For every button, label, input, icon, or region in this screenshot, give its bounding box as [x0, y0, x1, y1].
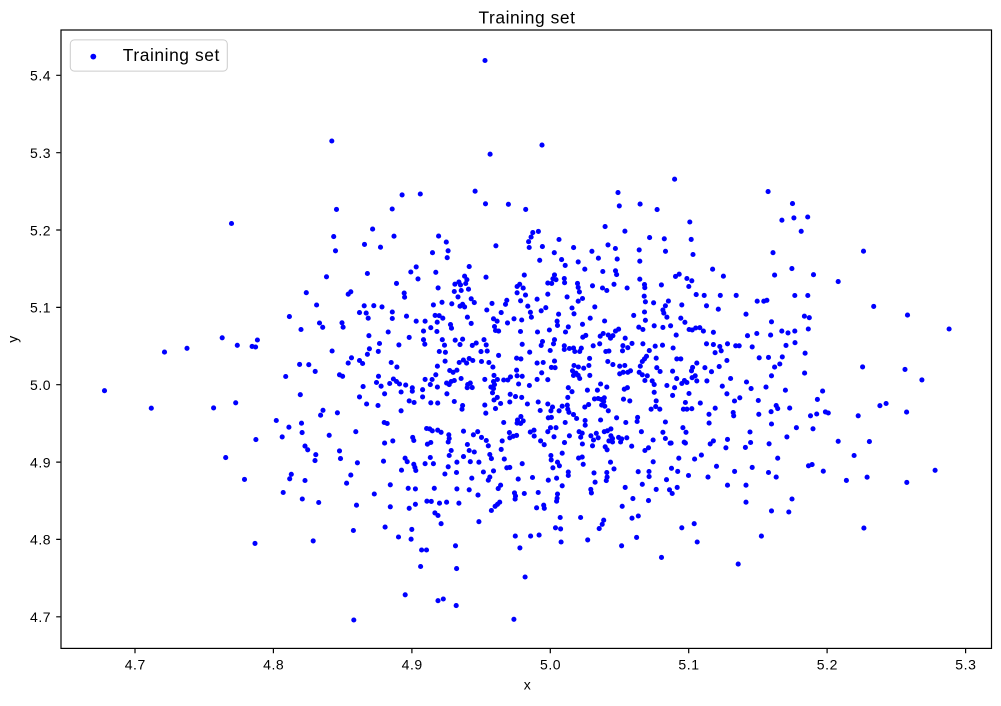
svg-text:5.2: 5.2	[30, 222, 51, 238]
svg-text:5.1: 5.1	[30, 300, 51, 316]
svg-text:4.7: 4.7	[125, 657, 146, 673]
svg-text:Training set: Training set	[123, 45, 220, 65]
svg-text:5.2: 5.2	[817, 657, 838, 673]
svg-text:5.0: 5.0	[30, 377, 51, 393]
svg-text:5.4: 5.4	[30, 68, 51, 84]
svg-text:y: y	[5, 336, 21, 343]
svg-text:4.8: 4.8	[30, 532, 51, 548]
svg-text:Training set: Training set	[478, 8, 575, 28]
svg-text:5.3: 5.3	[30, 145, 51, 161]
svg-text:4.8: 4.8	[263, 657, 284, 673]
svg-text:4.9: 4.9	[402, 657, 423, 673]
svg-text:5.3: 5.3	[955, 657, 976, 673]
svg-text:x: x	[524, 676, 531, 692]
svg-text:4.7: 4.7	[30, 609, 51, 625]
svg-text:4.9: 4.9	[30, 454, 51, 470]
svg-text:5.1: 5.1	[678, 657, 699, 673]
svg-text:5.0: 5.0	[540, 657, 561, 673]
